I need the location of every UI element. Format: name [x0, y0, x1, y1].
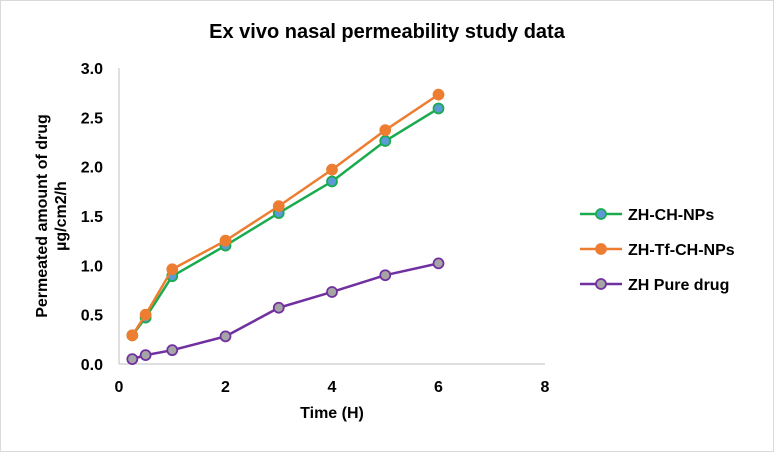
series-line: [131, 262, 439, 361]
series-line: [131, 107, 440, 337]
x-tick-labels: 0 2 4 6 8: [115, 379, 550, 396]
data-point: [379, 124, 392, 137]
legend-marker-swatch: [595, 243, 607, 255]
legend-label: ZH-Tf-CH-NPs: [628, 242, 735, 259]
data-point: [139, 349, 152, 361]
legend: ZH-CH-NPs ZH-Tf-CH-NPs ZH Pure drug: [580, 207, 735, 294]
y-tick-label: 2.0: [81, 160, 103, 177]
legend-marker-swatch: [595, 208, 607, 220]
data-point: [432, 88, 445, 101]
data-point: [126, 353, 139, 365]
data-point: [432, 257, 445, 270]
x-tick-label: 0: [115, 379, 124, 396]
chart-title: Ex vivo nasal permeability study data: [209, 21, 566, 43]
x-tick-label: 8: [541, 379, 550, 396]
y-tick-labels: 0.0 0.5 1.0 1.5 2.0 2.5 3.0: [81, 61, 103, 374]
legend-label: ZH-CH-NPs: [628, 207, 714, 224]
legend-item: ZH-Tf-CH-NPs: [580, 242, 735, 259]
y-tick-label: 0.5: [81, 308, 103, 325]
y-axis-label-line-2: µg/cm2/h: [53, 181, 70, 251]
data-point: [379, 269, 392, 282]
data-point: [219, 234, 232, 247]
data-point: [432, 102, 445, 115]
plot-area: [118, 68, 545, 365]
x-tick-label: 6: [434, 379, 443, 396]
data-point: [166, 263, 179, 276]
y-tick-label: 1.5: [81, 209, 103, 226]
data-point: [166, 344, 179, 357]
y-axis-label-line-1: Permeated amount of drug: [34, 114, 51, 318]
x-tick-label: 4: [328, 379, 337, 396]
data-point: [272, 301, 285, 314]
data-point: [326, 286, 338, 298]
y-tick-label: 1.0: [81, 258, 103, 275]
y-tick-label: 0.0: [81, 357, 103, 374]
series-line: [131, 93, 440, 337]
data-point: [326, 175, 338, 188]
data-point: [219, 330, 232, 343]
series-zh-pure-drug: [126, 257, 445, 365]
data-point: [379, 135, 392, 147]
y-tick-label: 2.5: [81, 110, 103, 127]
series-zh-tf-ch-nps: [126, 88, 445, 342]
legend-item: ZH-CH-NPs: [580, 207, 714, 224]
legend-item: ZH Pure drug: [580, 277, 729, 294]
data-point: [126, 329, 139, 342]
x-axis-label: Time (H): [300, 405, 364, 422]
legend-label: ZH Pure drug: [628, 277, 729, 294]
series-layer: [126, 88, 445, 365]
y-axis-label: Permeated amount of drug µg/cm2/h: [34, 114, 70, 318]
legend-marker-swatch: [595, 278, 607, 290]
data-point: [272, 200, 285, 213]
data-point: [326, 163, 338, 176]
data-point: [139, 308, 152, 321]
y-tick-label: 3.0: [81, 61, 103, 78]
x-tick-label: 2: [221, 379, 230, 396]
